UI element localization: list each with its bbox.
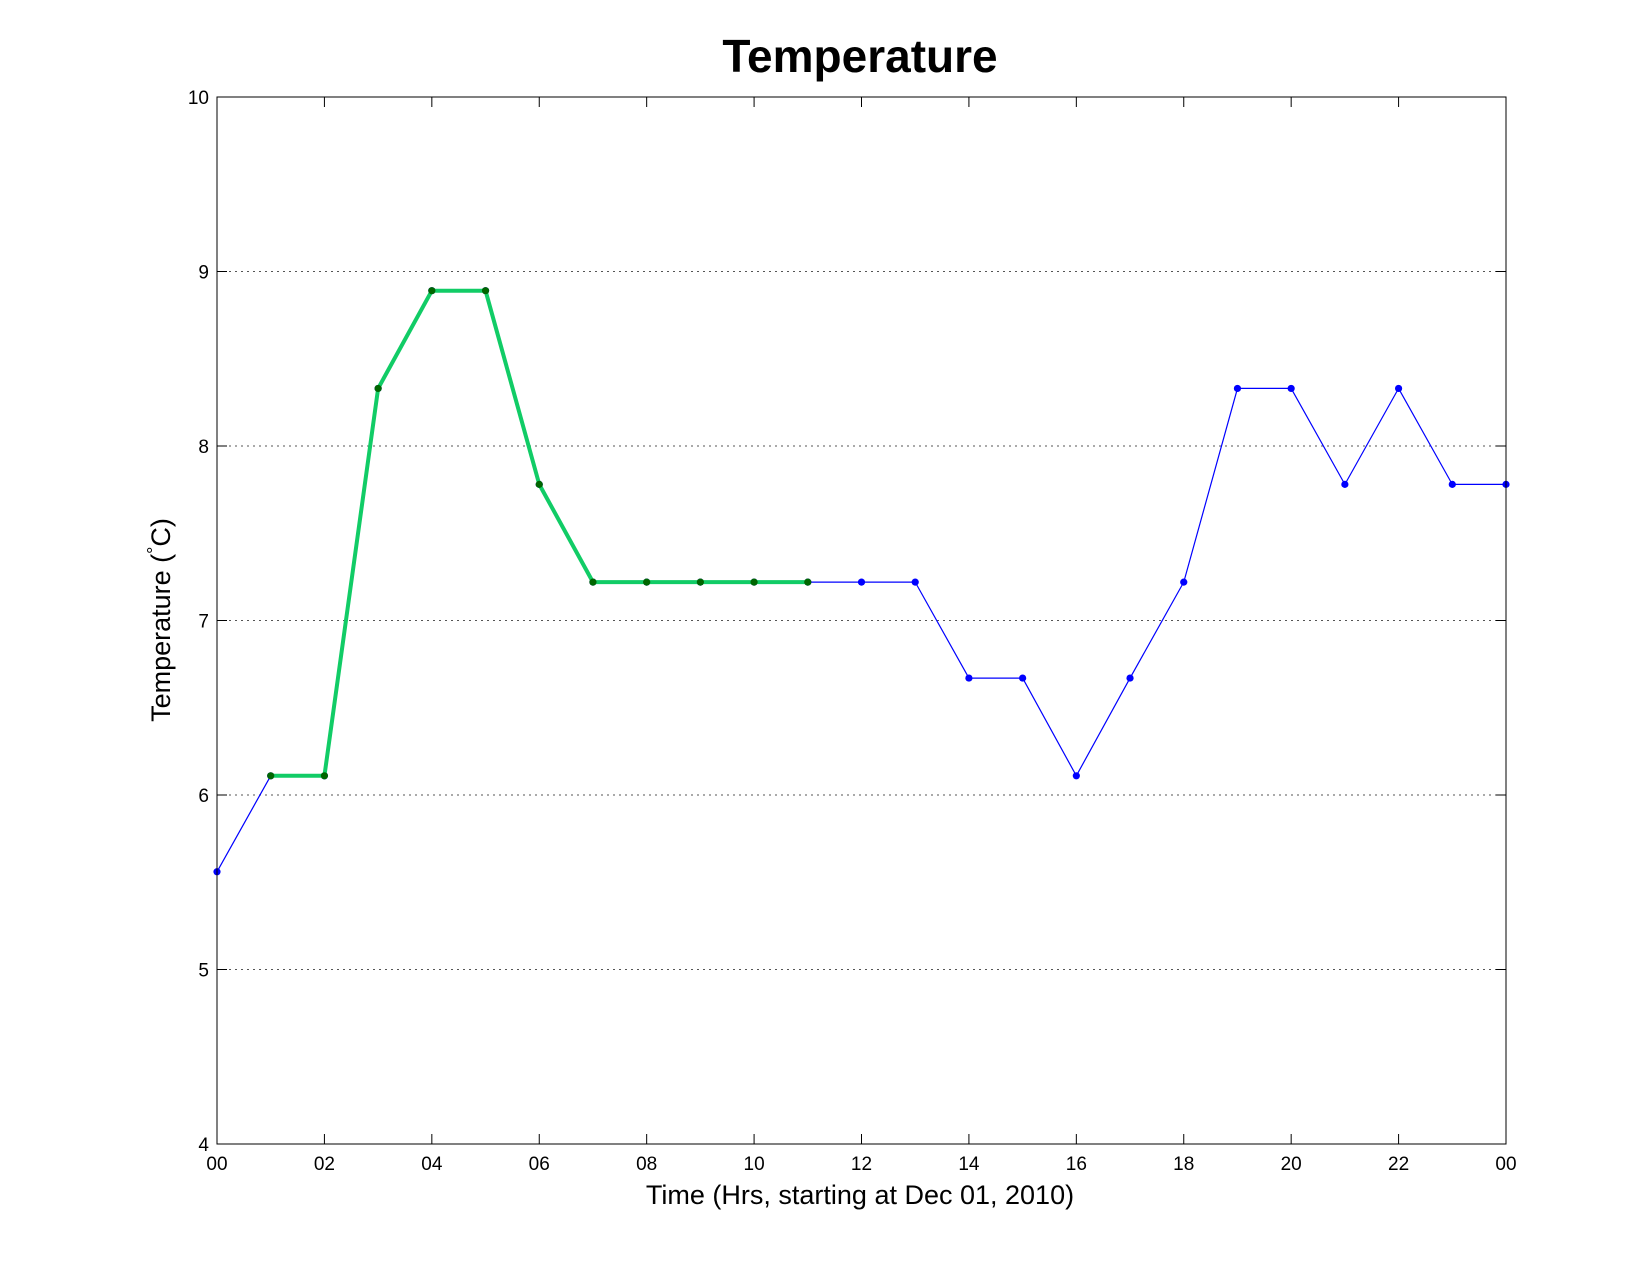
highlight-point bbox=[804, 578, 812, 586]
temperature-point bbox=[1072, 772, 1080, 780]
y-axis-label-main: Temperature ( bbox=[146, 554, 176, 722]
x-tick-label: 00 bbox=[1495, 1154, 1516, 1175]
y-tick-label: 7 bbox=[198, 612, 209, 633]
highlight-point bbox=[696, 578, 704, 586]
axis-ticks: 4 5 6 7 8 9 10 00 02 04 06 08 10 12 14 16 18 20 22 00 bbox=[188, 88, 1517, 1175]
temperature-point bbox=[1126, 674, 1134, 682]
x-tick-label: 22 bbox=[1388, 1154, 1409, 1175]
x-tick-label: 16 bbox=[1066, 1154, 1087, 1175]
y-axis-label-degree: ° bbox=[144, 547, 164, 554]
y-axis-label: Temperature (°C) bbox=[144, 518, 176, 722]
x-tick-label: 08 bbox=[636, 1154, 657, 1175]
y-tick-label: 10 bbox=[188, 88, 209, 109]
y-tick-label: 9 bbox=[198, 263, 209, 284]
x-tick-label: 02 bbox=[314, 1154, 335, 1175]
highlight-point bbox=[589, 578, 597, 586]
highlight-point bbox=[535, 480, 543, 488]
highlight-point bbox=[428, 287, 436, 295]
temperature-point bbox=[1341, 480, 1349, 488]
temperature-point bbox=[911, 578, 919, 586]
temperature-point bbox=[965, 674, 973, 682]
grid-lines bbox=[217, 271, 1506, 970]
y-tick-label: 5 bbox=[198, 961, 209, 982]
series-layer bbox=[213, 287, 1510, 876]
highlight-point bbox=[320, 772, 329, 780]
highlight-point bbox=[481, 287, 490, 295]
temperature-point bbox=[857, 578, 866, 586]
temperature-point bbox=[1019, 674, 1027, 682]
temperature-point bbox=[1287, 384, 1295, 393]
temperature-point bbox=[1180, 578, 1188, 586]
highlight-point bbox=[267, 772, 275, 780]
chart-title: Temperature bbox=[722, 30, 997, 82]
x-tick-label: 06 bbox=[529, 1154, 550, 1175]
y-tick-label: 4 bbox=[198, 1135, 209, 1156]
temperature-point bbox=[1233, 384, 1242, 393]
temperature-point bbox=[1448, 480, 1456, 488]
y-axis-label-unit: C) bbox=[146, 518, 176, 547]
x-tick-label: 14 bbox=[958, 1154, 980, 1175]
x-tick-label: 04 bbox=[421, 1154, 443, 1175]
x-tick-label: 10 bbox=[744, 1154, 765, 1175]
highlight-point bbox=[750, 578, 758, 586]
x-tick-label: 18 bbox=[1173, 1154, 1194, 1175]
highlight-line bbox=[270, 288, 808, 778]
highlight-point bbox=[643, 578, 651, 586]
x-tick-label: 12 bbox=[851, 1154, 872, 1175]
x-tick-label: 00 bbox=[206, 1154, 227, 1175]
y-tick-label: 8 bbox=[198, 437, 209, 458]
highlight-point bbox=[374, 384, 382, 393]
x-tick-label: 20 bbox=[1281, 1154, 1302, 1175]
y-tick-label: 6 bbox=[198, 786, 209, 807]
temperature-point bbox=[1394, 384, 1403, 393]
x-axis-label: Time (Hrs, starting at Dec 01, 2010) bbox=[646, 1180, 1074, 1210]
